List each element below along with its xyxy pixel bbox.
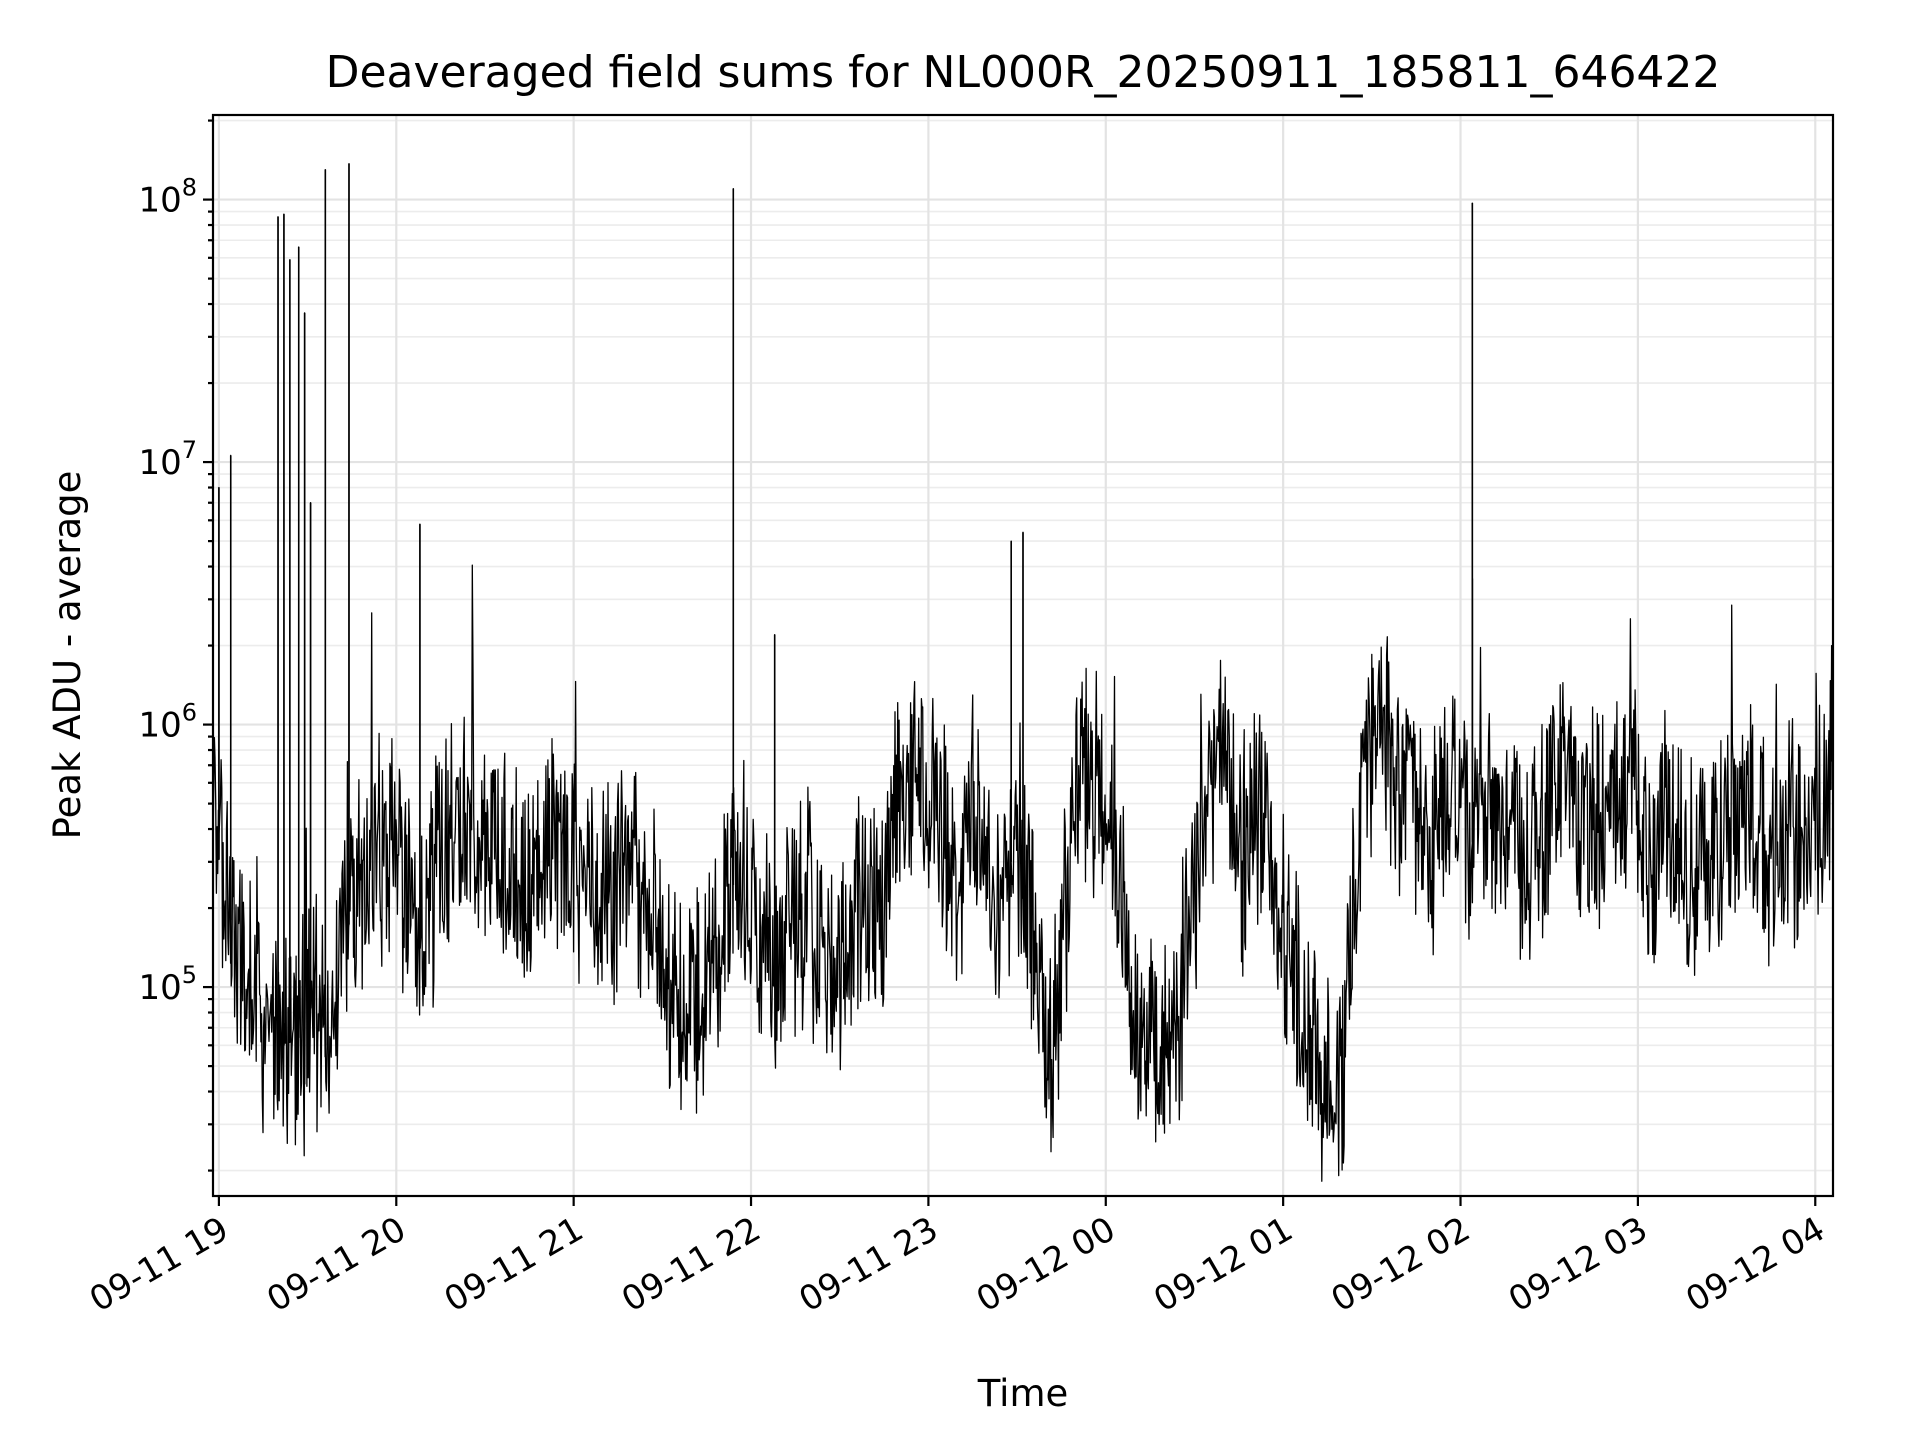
y-tick-exponent: 5 bbox=[182, 961, 197, 989]
y-tick-base: 10 bbox=[138, 181, 181, 221]
y-axis-label: Peak ADU - average bbox=[46, 471, 89, 840]
y-tick-exponent: 7 bbox=[182, 436, 197, 464]
y-tick-label: 108 bbox=[138, 174, 197, 221]
y-tick-base: 10 bbox=[138, 968, 181, 1008]
y-tick-base: 10 bbox=[138, 443, 181, 483]
x-axis-label: Time bbox=[977, 1372, 1069, 1415]
chart-title: Deaveraged field sums for NL000R_2025091… bbox=[326, 47, 1721, 98]
axis-ticks bbox=[203, 119, 1817, 1206]
y-tick-exponent: 8 bbox=[182, 174, 197, 202]
plot-frame bbox=[211, 113, 1835, 1198]
y-tick-base: 10 bbox=[138, 706, 181, 746]
y-tick-exponent: 6 bbox=[182, 699, 197, 727]
y-tick-label: 107 bbox=[138, 436, 197, 483]
y-tick-label: 106 bbox=[138, 699, 197, 746]
y-tick-label: 105 bbox=[138, 961, 197, 1008]
series-line bbox=[212, 163, 1834, 1182]
series-layer bbox=[212, 163, 1834, 1182]
